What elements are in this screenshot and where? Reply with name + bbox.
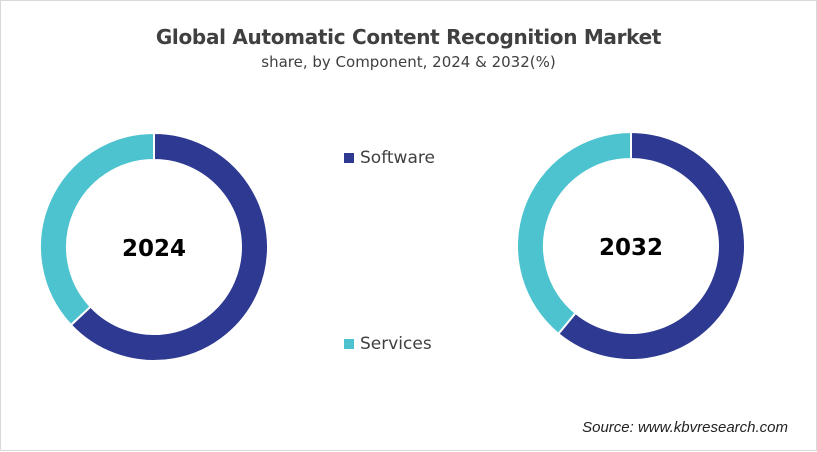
donut-center-label: 2032: [599, 235, 663, 261]
donut-center-label: 2024: [122, 236, 186, 262]
donut-slice-software-2024: [69, 131, 269, 362]
legend-label: Services: [360, 334, 432, 354]
donut-slice-services-2024: [39, 131, 155, 327]
legend-item-software: Software: [344, 148, 435, 168]
legend-swatch-services: [344, 339, 354, 349]
legend-swatch-software: [344, 153, 354, 163]
chart-title: Global Automatic Content Recognition Mar…: [155, 25, 662, 49]
source-note: Source: www.kbvresearch.com: [582, 419, 788, 436]
donut-slice-software-2032: [556, 130, 746, 361]
legend-label: Software: [360, 148, 435, 168]
donut-slice-services-2032: [516, 130, 632, 336]
legend-item-services: Services: [344, 334, 432, 354]
chart-subtitle: share, by Component, 2024 & 2032(%): [261, 53, 556, 71]
